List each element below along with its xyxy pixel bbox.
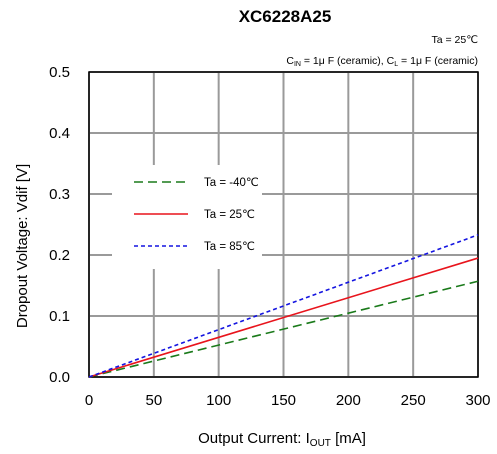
x-tick-label: 150	[271, 392, 296, 409]
x-tick-label: 100	[206, 392, 231, 409]
series-group	[88, 234, 479, 378]
series-line	[88, 234, 479, 378]
legend-label: Ta = 85℃	[204, 241, 255, 253]
temperature-note: Ta = 25℃	[431, 34, 478, 46]
legend-label: Ta = -40℃	[204, 177, 259, 189]
y-tick-label: 0.0	[49, 369, 70, 386]
series-line	[88, 257, 479, 378]
x-tick-label: 50	[145, 392, 162, 409]
x-tick-label: 250	[401, 392, 426, 409]
y-axis-ticks: 0.0 0.1 0.2 0.3 0.4 0.5	[49, 64, 70, 386]
y-tick-label: 0.4	[49, 125, 70, 142]
legend-label: Ta = 25℃	[204, 209, 255, 221]
series-line	[88, 280, 479, 378]
x-tick-label: 200	[336, 392, 361, 409]
y-tick-label: 0.5	[49, 64, 70, 81]
x-axis-label: Output Current: IOUT [mA]	[198, 430, 366, 449]
legend: Ta = -40℃ Ta = 25℃ Ta = 85℃	[112, 165, 262, 269]
plot-frame	[88, 71, 479, 378]
x-axis-ticks: 0 50 100 150 200 250 300	[85, 392, 491, 409]
y-axis-label: Dropout Voltage: Vdif [V]	[14, 164, 31, 328]
x-tick-label: 0	[85, 392, 93, 409]
y-tick-label: 0.1	[49, 308, 70, 325]
y-tick-label: 0.3	[49, 186, 70, 203]
x-tick-label: 300	[465, 392, 490, 409]
capacitor-note: CIN = 1μ F (ceramic), CL = 1μ F (ceramic…	[286, 55, 478, 68]
y-tick-label: 0.2	[49, 247, 70, 264]
chart-title: XC6228A25	[239, 7, 332, 26]
